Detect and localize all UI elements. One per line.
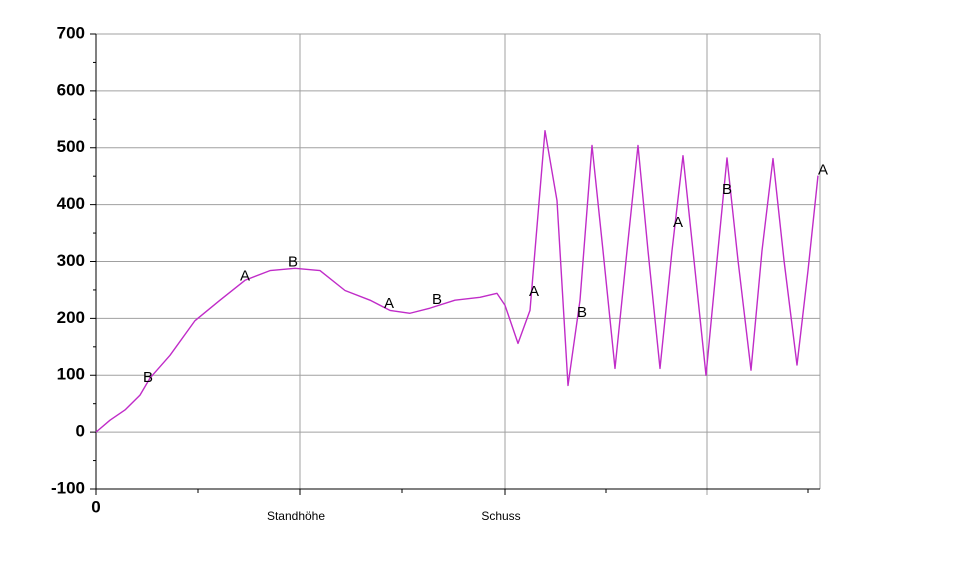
y-tick-label: 500 — [57, 137, 85, 156]
y-tick-label: 300 — [57, 251, 85, 270]
x-tick-label: Schuss — [481, 509, 520, 523]
x-tick-label: 0 — [91, 497, 100, 516]
annotation: B — [577, 304, 587, 321]
y-tick-label: 100 — [57, 365, 85, 384]
annotation: B — [288, 254, 298, 271]
data-line — [95, 129, 819, 433]
annotation: A — [673, 214, 683, 231]
annotation: A — [529, 283, 539, 300]
annotation: A — [818, 161, 828, 178]
y-tick-label: 400 — [57, 194, 85, 213]
annotation: B — [722, 181, 732, 198]
y-tick-label: 200 — [57, 308, 85, 327]
x-tick-label: Standhöhe — [267, 509, 325, 523]
y-tick-label: 700 — [57, 23, 85, 42]
y-tick-label: 600 — [57, 80, 85, 99]
annotation: A — [384, 295, 394, 312]
annotation: B — [432, 291, 442, 308]
annotation: B — [143, 369, 153, 386]
annotation: A — [240, 267, 250, 284]
y-tick-label: 0 — [76, 422, 85, 441]
y-tick-label: -100 — [51, 478, 85, 497]
